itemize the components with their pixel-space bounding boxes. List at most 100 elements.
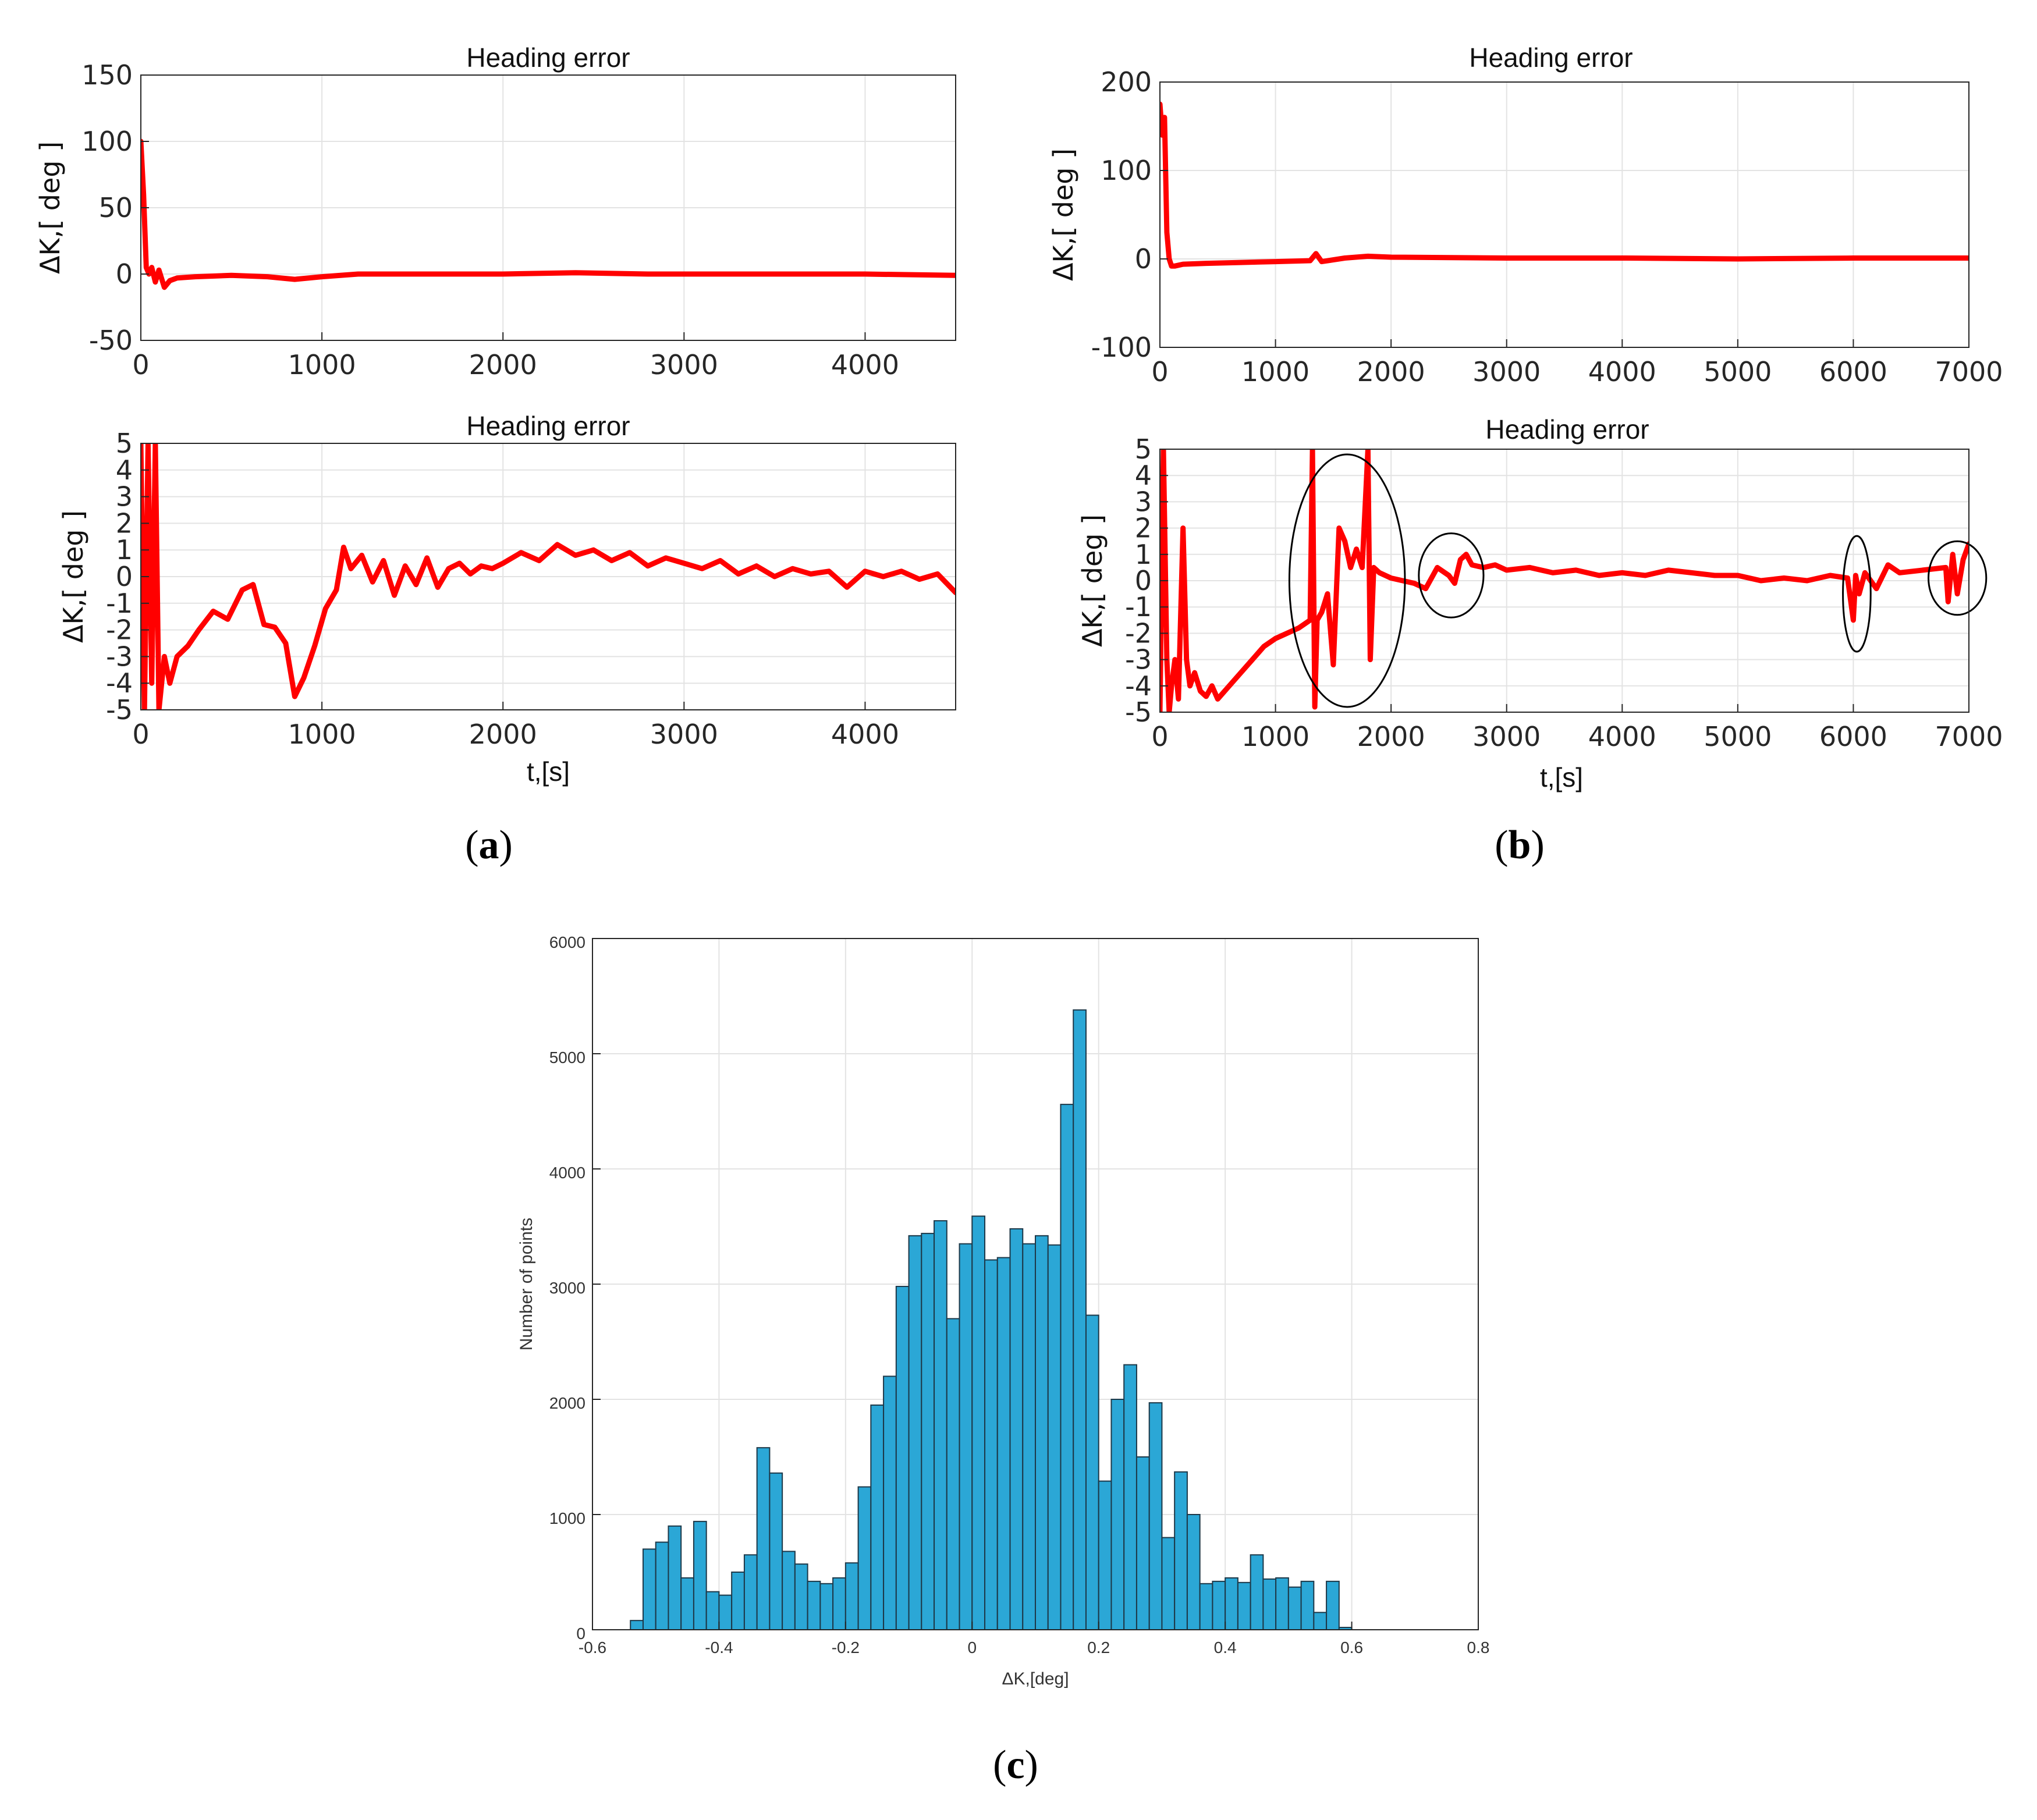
histogram-bar [1237,1581,1251,1630]
y-tick-label: 3000 [549,1279,585,1297]
plot-area [1160,82,1969,347]
x-tick-label: 3000 [1472,721,1541,752]
x-tick-label: 0 [1151,721,1168,752]
y-tick-label: -3 [1125,644,1152,676]
histogram-bar [642,1548,656,1631]
x-tick-label: 0.6 [1340,1638,1363,1657]
histogram-bar [1060,1104,1074,1630]
x-tick-label: -0.2 [832,1638,860,1657]
chart-title: Heading error [1469,42,1633,73]
highlight-ellipse [1842,535,1872,653]
y-tick-label: -4 [1125,670,1152,702]
y-tick-label: -5 [1125,696,1152,728]
histogram-bar [1199,1583,1213,1631]
y-tick-label: -2 [106,614,133,646]
histogram-bar [680,1577,694,1631]
x-tick-label: 5000 [1704,721,1772,752]
chart-b-top: 0 1000 2000 3000 4000 5000 6000 7000-1000100200… [1048,42,2003,388]
y-tick-label: -3 [106,641,133,672]
y-tick-label: 5 [1135,433,1152,465]
histogram-bar [731,1572,745,1630]
histogram-bar [959,1243,973,1630]
highlight-ellipse [1288,453,1406,708]
histogram-bar [807,1580,821,1630]
y-tick-label: -5 [106,694,133,726]
x-tick-label: 0.2 [1087,1638,1110,1657]
x-tick-label: -0.4 [705,1638,733,1657]
caption-b: (b) [1495,823,1545,868]
series-layer [1160,449,1988,712]
histogram-bar [1085,1314,1099,1630]
histogram-bar [971,1215,986,1630]
y-tick-label: 0 [116,258,133,290]
histogram-bar [1009,1228,1024,1630]
x-tick-label: 0.8 [1467,1638,1490,1657]
histogram-bar [1174,1471,1188,1630]
x-tick-label: 0 [132,349,149,381]
histogram-bar [1275,1577,1289,1631]
histogram-bar [1287,1586,1302,1630]
y-tick-label: 5000 [549,1048,585,1067]
histogram-bar [1161,1537,1176,1630]
histogram-bar [934,1220,947,1631]
histogram-bar [668,1525,682,1630]
histogram-bar [1326,1580,1340,1630]
chart-title: Heading error [466,411,630,441]
x-tick-label: 1000 [1241,356,1310,388]
histogram-bar [895,1285,910,1630]
histogram-bar [1300,1580,1315,1630]
x-tick-label: 2000 [469,349,537,381]
histogram-bar [1186,1514,1201,1630]
y-tick-label: -1 [1125,591,1152,623]
x-tick-label: 3000 [650,349,718,381]
histogram-bar [693,1520,707,1630]
y-tick-label: 0 [1135,243,1152,275]
series-layer [141,138,956,290]
x-tick-label: 4000 [831,719,899,750]
highlight-ellipse [1418,532,1485,618]
histogram-bar [857,1486,872,1630]
histogram-bar [1123,1364,1137,1630]
histogram-bar [1135,1456,1150,1630]
y-tick-label: 2000 [549,1394,585,1412]
histogram-bar [921,1232,935,1630]
y-tick-label: 5 [116,428,133,459]
y-tick-label: 150 [81,59,133,91]
y-tick-label: -1 [106,588,133,619]
y-tick-label: 0 [1135,565,1152,596]
y-tick-label: 3 [116,481,133,513]
highlight-ellipse [1928,540,1988,616]
x-tick-label: 7000 [1935,356,2003,388]
chart-b-bottom: 0 1000 2000 3000 4000 5000 6000 7000-5-4-3-2-10… [1077,414,2003,792]
y-tick-label: -100 [1091,332,1152,363]
histogram-bar [1035,1235,1049,1630]
chart-title: Heading error [1485,414,1649,445]
histogram-bar [844,1562,859,1631]
histogram-bar [1262,1578,1277,1631]
x-tick-label: 4000 [831,349,899,381]
histogram-bar [1225,1577,1238,1631]
heading-error-line [141,138,956,290]
y-axis-label: ΔK,[ deg ] [1048,148,1079,281]
histogram-bar [769,1472,783,1630]
x-tick-label: 6000 [1819,356,1887,388]
histogram-bar [655,1541,669,1631]
x-tick-label: 4000 [1588,721,1656,752]
y-tick-label: 4 [116,454,133,486]
y-tick-label: 6000 [549,933,585,951]
chart-c-histogram: -0.6 -0.4 -0.2 0 0.2 0.4 0.6 0.8 0 1000 2000 3000 40… [517,933,1489,1689]
histogram-bar [1110,1399,1125,1630]
x-axis-label: t,[s] [1540,762,1583,792]
y-tick-label: 4000 [549,1164,585,1182]
x-tick-label: 0.4 [1214,1638,1237,1657]
histogram-bar [1148,1402,1163,1630]
caption-a: (a) [465,823,513,868]
x-tick-label: 2000 [1357,721,1425,752]
y-tick-label: -50 [89,325,133,356]
axes-frame [1159,81,1969,348]
histogram-bar [782,1551,796,1630]
chart-title: Heading error [466,42,630,73]
